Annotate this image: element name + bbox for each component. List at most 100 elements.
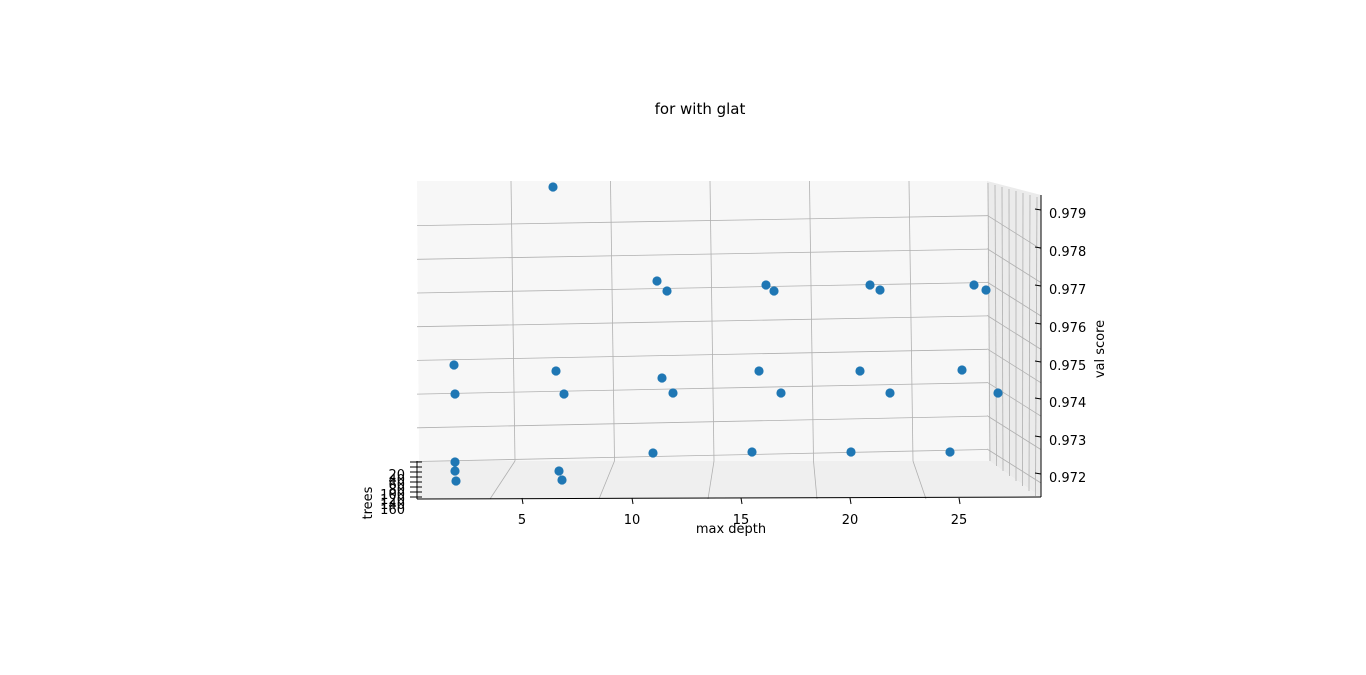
z-gridline [416, 282, 988, 294]
z-tick [1034, 435, 1042, 438]
data-point [981, 285, 991, 295]
y-side-gridline [1001, 186, 1004, 472]
data-point [761, 280, 771, 290]
z-side-gridline [986, 281, 1042, 317]
y-tick-label: 140 [380, 498, 405, 513]
x-tick [958, 497, 961, 505]
z-tick-label: 0.973 [1049, 434, 1086, 449]
y-side-gridline [987, 182, 991, 462]
z-side-gridline [986, 415, 1042, 450]
z-side-gridline [986, 381, 1042, 417]
data-point [747, 447, 757, 457]
data-point [855, 366, 865, 376]
x-gridline [809, 180, 814, 462]
x-gridline [510, 180, 516, 462]
data-point [957, 365, 967, 375]
data-point [945, 447, 955, 457]
x-axis-label: max depth [696, 522, 766, 537]
x-tick [849, 497, 852, 505]
z-side-gridline [986, 315, 1042, 350]
x-tick-label: 10 [624, 513, 641, 528]
y-side-gridline [994, 184, 997, 467]
x-tick [521, 497, 524, 505]
x-tick-label: 15 [733, 513, 750, 528]
data-point [559, 389, 569, 399]
z-gridline [416, 415, 988, 429]
z-side-gridline [986, 214, 1042, 250]
x-gridline [709, 180, 715, 462]
z-tick-label: 0.978 [1049, 245, 1086, 260]
y-tick-label: 20 [388, 468, 405, 483]
z-gridline [416, 382, 988, 395]
x-tick-label: 25 [951, 513, 968, 528]
data-point [557, 475, 567, 485]
x-gridline [908, 180, 914, 462]
data-point [548, 182, 558, 192]
grid-layer [416, 180, 1042, 500]
y-side-gridline [1022, 192, 1024, 487]
chart-title: for with glat [655, 100, 746, 118]
data-point [449, 360, 459, 370]
data-point [648, 448, 658, 458]
data-point [875, 285, 885, 295]
floor-pane [417, 461, 1041, 499]
x-floor-gridline [707, 460, 715, 500]
data-point [554, 466, 564, 476]
z-tick [1034, 472, 1042, 475]
z-tick [1034, 360, 1042, 363]
x-gridline [610, 180, 615, 462]
y-tick-label: 40 [388, 473, 405, 488]
data-point [551, 366, 561, 376]
data-point [769, 286, 779, 296]
data-point [652, 276, 662, 286]
z-tick-label: 0.972 [1049, 471, 1086, 486]
data-point [865, 280, 875, 290]
points-layer [449, 182, 1003, 486]
data-point [885, 388, 895, 398]
y-tick-label: 160 [380, 503, 405, 518]
y-tick-label: 100 [380, 488, 405, 503]
x-tick-label: 5 [518, 513, 526, 528]
data-point [846, 447, 856, 457]
y-tick-label: 60 [388, 478, 405, 493]
z-gridline [416, 449, 988, 462]
y-axis-label: trees [361, 486, 376, 519]
data-point [450, 389, 460, 399]
z-axis-label: val score [1093, 320, 1108, 378]
right-side-pane [987, 181, 1041, 497]
z-side-gridline [986, 248, 1042, 283]
x-tick [740, 497, 743, 505]
data-point [451, 476, 461, 486]
y-tick-label: 80 [388, 483, 405, 498]
data-point [450, 466, 460, 476]
z-side-gridline [986, 448, 1042, 484]
z-gridline [416, 348, 988, 361]
y-side-gridline [1028, 194, 1031, 492]
z-tick [1034, 208, 1042, 211]
x-floor-gridline [813, 460, 818, 500]
z-gridline [416, 315, 988, 328]
z-tick-label: 0.979 [1049, 207, 1086, 222]
x-floor-gridline [489, 460, 516, 500]
z-tick-label: 0.974 [1049, 396, 1086, 411]
data-point [668, 388, 678, 398]
data-point [450, 457, 460, 467]
x-tick-label: 20 [842, 513, 859, 528]
x-axis-line [416, 496, 1042, 500]
z-tick-label: 0.977 [1049, 283, 1086, 298]
data-point [754, 366, 764, 376]
z-side-gridline [986, 348, 1042, 384]
y-tick-label: 120 [380, 493, 405, 508]
z-tick-label: 0.976 [1049, 321, 1086, 336]
z-tick-label: 0.975 [1049, 359, 1086, 374]
data-point [993, 388, 1003, 398]
z-tick [1034, 284, 1042, 287]
data-point [662, 286, 672, 296]
x-floor-gridline [598, 460, 615, 500]
z-tick [1034, 246, 1042, 249]
z-tick [1034, 397, 1042, 400]
x-floor-gridline [912, 460, 927, 500]
data-point [657, 373, 667, 383]
